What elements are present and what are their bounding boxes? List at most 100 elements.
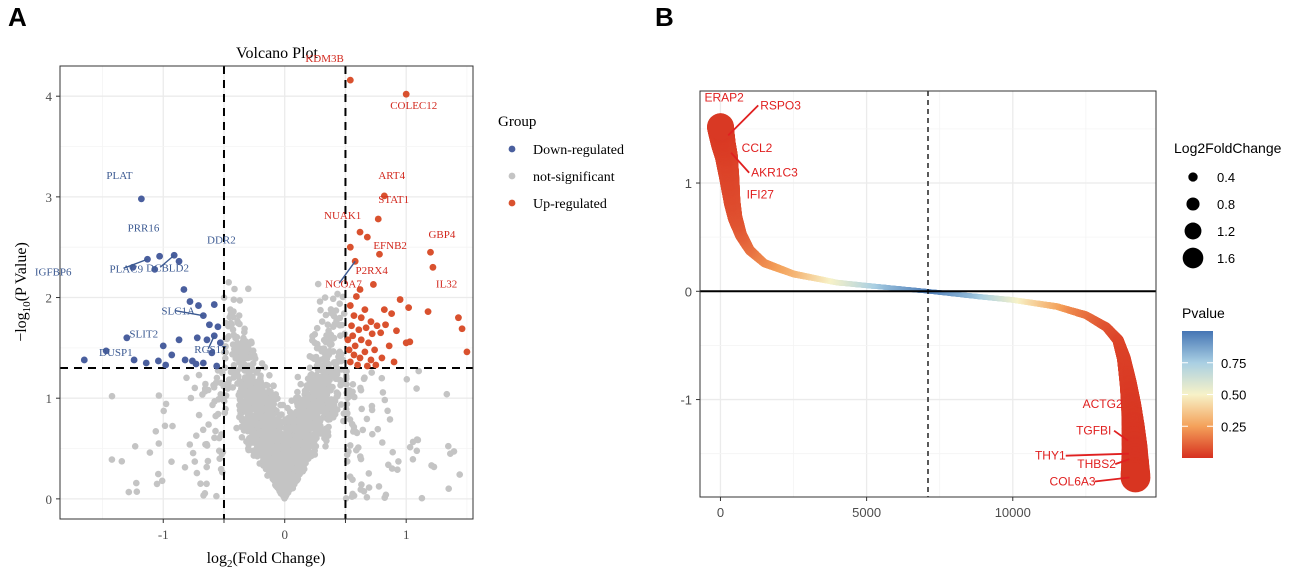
up-regulated-point — [357, 314, 365, 322]
ns-point — [365, 484, 373, 491]
volcano-gene-label: DCBLD2 — [146, 262, 189, 274]
ns-point — [329, 371, 336, 378]
x-label-prefix: log — [207, 550, 227, 567]
up-regulated-point — [367, 318, 375, 326]
ns-point — [283, 437, 290, 444]
up-regulated-point — [346, 76, 354, 84]
ns-point — [266, 422, 274, 430]
ns-point — [299, 425, 307, 432]
ns-point — [381, 396, 389, 404]
ns-point — [230, 374, 237, 381]
volcano-y-tick-label: 0 — [46, 492, 53, 507]
size-legend-title: Log2FoldChange — [1174, 140, 1282, 156]
ns-point — [308, 371, 315, 378]
ns-point — [264, 414, 271, 422]
ns-point — [413, 436, 421, 443]
size-legend: Log2FoldChange 0.4 0.8 1.2 1.6 — [1174, 140, 1282, 269]
down-regulated-point — [213, 362, 221, 370]
ns-point — [336, 300, 344, 308]
volcano-sig-points — [80, 76, 471, 370]
size-legend-key — [1188, 172, 1198, 182]
ns-point — [386, 416, 394, 423]
ns-point — [374, 425, 382, 433]
ns-point — [288, 437, 295, 445]
ns-point — [220, 397, 228, 405]
ns-point — [379, 389, 387, 396]
down-regulated-point — [216, 339, 224, 347]
ns-point — [240, 342, 247, 350]
volcano-gene-label: PLAT — [106, 170, 133, 182]
ranked-gene-label: TGFBI — [1076, 424, 1111, 438]
ns-point — [384, 407, 391, 415]
down-regulated-point — [180, 286, 188, 293]
up-regulated-point — [356, 286, 364, 293]
up-regulated-point — [354, 361, 362, 369]
up-regulated-point — [346, 302, 354, 309]
ns-point — [211, 434, 218, 442]
ns-point — [369, 430, 376, 438]
volcano-gene-label: STAT1 — [378, 194, 409, 206]
ranked-x-tick-label: 5000 — [852, 505, 881, 520]
up-regulated-point — [363, 233, 371, 241]
ns-point — [294, 373, 302, 381]
volcano-gene-label: IGFBP6 — [35, 266, 72, 278]
down-regulated-point — [210, 301, 218, 308]
ns-point — [322, 430, 330, 438]
ns-point — [323, 410, 331, 418]
ns-point — [358, 481, 365, 488]
ns-point — [445, 442, 452, 450]
ns-point — [266, 463, 274, 471]
ns-point — [305, 402, 312, 409]
ns-point — [323, 437, 330, 445]
ns-point — [388, 465, 396, 472]
ns-point — [296, 470, 304, 478]
ranked-panel-border — [699, 90, 1157, 498]
up-regulated-point — [351, 342, 359, 350]
volcano-gene-label: GBP4 — [428, 229, 455, 241]
ns-point — [443, 390, 451, 398]
ns-point — [303, 395, 310, 403]
ranked-x-ticks: 0 5000 10000 — [717, 497, 1031, 520]
ranked-gene-label: ERAP2 — [704, 91, 744, 105]
color-legend: Pvalue 0.25 0.50 0.75 — [1182, 305, 1246, 458]
volcano-gene-label: ART4 — [378, 170, 405, 182]
legend-ns-label: not-significant — [533, 170, 615, 185]
ns-point — [413, 385, 420, 392]
ns-point — [251, 355, 259, 362]
ns-point — [234, 341, 241, 349]
ns-point — [250, 419, 257, 426]
up-regulated-point — [344, 336, 352, 344]
volcano-y-tick-label: 1 — [46, 391, 53, 406]
ns-point — [248, 377, 256, 384]
ns-point — [264, 382, 271, 389]
size-legend-label: 1.6 — [1217, 251, 1235, 266]
ns-point — [322, 372, 329, 380]
legend-down-label: Down-regulated — [533, 143, 624, 158]
ranked-label-leader — [1113, 429, 1129, 442]
ns-point — [260, 437, 267, 445]
up-regulated-point — [427, 248, 434, 256]
ns-point — [240, 337, 247, 344]
ns-point — [203, 463, 210, 471]
ns-point — [239, 362, 247, 369]
ns-point — [257, 382, 265, 390]
up-regulated-point — [382, 321, 389, 329]
legend-group-title: Group — [498, 114, 536, 130]
ns-point — [244, 343, 252, 350]
ns-point — [323, 332, 331, 339]
ns-point — [238, 350, 246, 357]
volcano-gene-label: COLEC12 — [390, 100, 437, 112]
ranked-gene-label: THBS2 — [1077, 457, 1116, 471]
ns-point — [245, 285, 252, 293]
ns-point — [262, 429, 270, 437]
ns-point — [217, 379, 225, 387]
ns-point — [249, 390, 256, 398]
volcano-x-tick-label: 1 — [403, 527, 410, 542]
ranked-gene-label: COL6A3 — [1050, 475, 1096, 489]
ns-point — [325, 423, 332, 431]
ns-point — [288, 459, 296, 466]
ns-point — [186, 441, 194, 448]
ns-point — [349, 381, 357, 388]
up-regulated-point — [356, 354, 364, 362]
ns-point — [357, 386, 365, 394]
